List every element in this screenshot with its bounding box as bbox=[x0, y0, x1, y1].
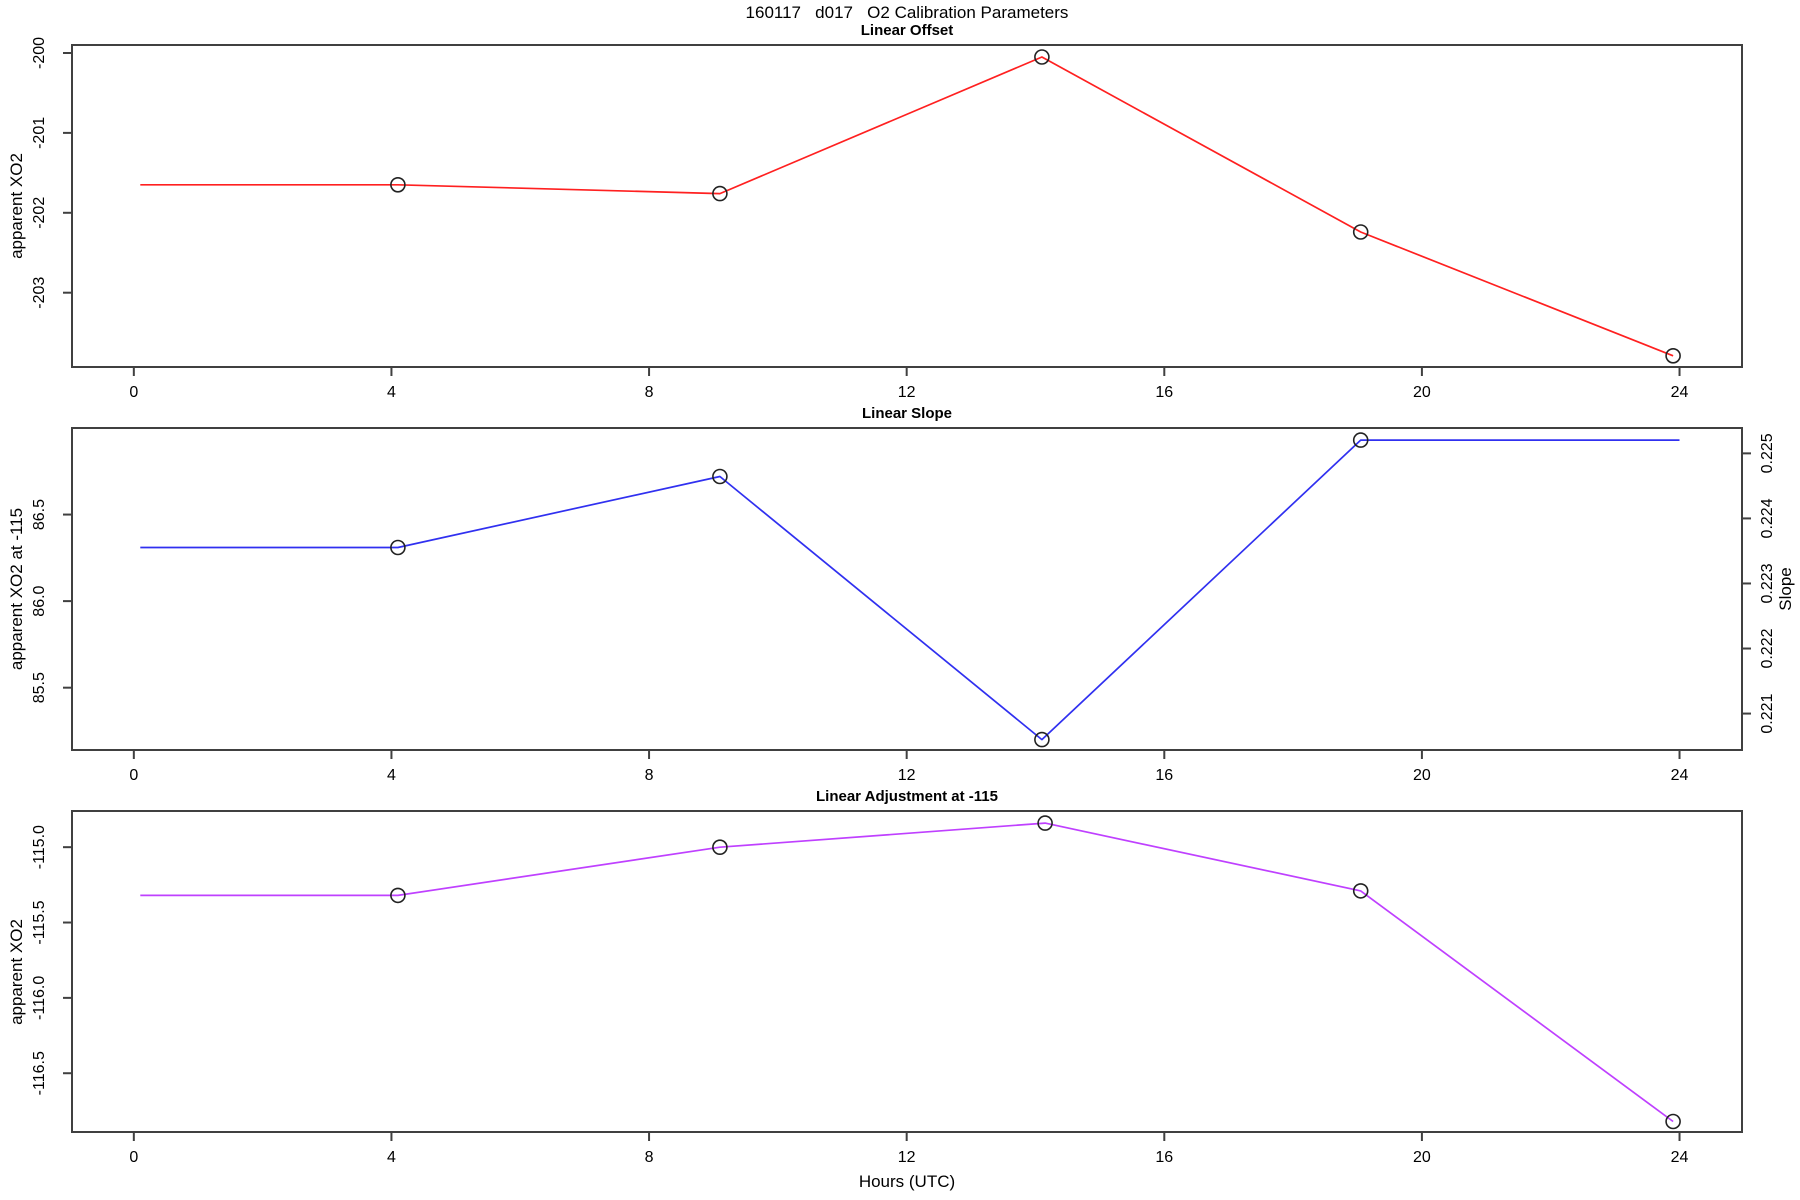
x-tick-label: 20 bbox=[1413, 384, 1431, 401]
y2-tick-label: 0.223 bbox=[1759, 563, 1776, 603]
y-tick-label: 86.0 bbox=[31, 585, 48, 616]
panel2-data-point bbox=[712, 468, 728, 485]
x-tick-label: 16 bbox=[1155, 767, 1173, 784]
x-tick-label: 4 bbox=[387, 1149, 396, 1166]
y-tick-label: -202 bbox=[31, 197, 48, 229]
panel1-data-point bbox=[1665, 347, 1681, 364]
x-tick-label: 0 bbox=[129, 384, 138, 401]
y-tick-label: -203 bbox=[31, 277, 48, 309]
x-tick-label: 12 bbox=[898, 384, 916, 401]
panel3-data-point bbox=[390, 887, 406, 904]
x-axis-label: Hours (UTC) bbox=[858, 1172, 956, 1191]
y-tick-label: -116.0 bbox=[31, 976, 48, 1020]
panel1-series-line bbox=[140, 56, 1674, 357]
x-tick-label: 0 bbox=[129, 767, 138, 784]
x-tick-label: 16 bbox=[1155, 384, 1173, 401]
panel3-data-point bbox=[1037, 815, 1053, 831]
panel1-plot-box bbox=[71, 44, 1743, 368]
panel3-data-point bbox=[712, 839, 728, 856]
y2-tick-label: 0.225 bbox=[1759, 433, 1776, 473]
y-tick-label: -115.0 bbox=[31, 825, 48, 869]
panel1-data-point bbox=[390, 177, 406, 193]
x-tick-label: 20 bbox=[1413, 1149, 1431, 1166]
x-tick-label: 4 bbox=[387, 384, 396, 401]
x-tick-label: 24 bbox=[1671, 1149, 1689, 1166]
panel3-plot-box bbox=[71, 810, 1743, 1133]
y-tick-label: 86.5 bbox=[31, 499, 48, 530]
x-tick-label: 4 bbox=[387, 767, 396, 784]
x-tick-label: 16 bbox=[1155, 1149, 1173, 1166]
y-tick-label: -115.5 bbox=[31, 900, 48, 944]
x-tick-label: 12 bbox=[898, 1149, 916, 1166]
panel3-series-line bbox=[140, 822, 1674, 1123]
panel3-data-point bbox=[1352, 883, 1369, 899]
panel2-data-point bbox=[1352, 432, 1369, 448]
panel2-data-point bbox=[1034, 731, 1050, 748]
panel1-data-point bbox=[1034, 49, 1050, 65]
x-tick-label: 12 bbox=[898, 767, 916, 784]
y-tick-label: 85.5 bbox=[31, 672, 48, 703]
panel2-plot-box bbox=[71, 427, 1743, 751]
x-tick-label: 0 bbox=[129, 1149, 138, 1166]
panel2-data-point bbox=[390, 539, 406, 556]
x-tick-label: 8 bbox=[645, 384, 654, 401]
y-tick-label: -201 bbox=[31, 117, 48, 149]
x-tick-label: 8 bbox=[645, 1149, 654, 1166]
y2-tick-label: 0.221 bbox=[1759, 693, 1776, 733]
x-tick-label: 24 bbox=[1671, 767, 1689, 784]
y-tick-label: -116.5 bbox=[31, 1051, 48, 1095]
x-tick-label: 8 bbox=[645, 767, 654, 784]
panel3-title: Linear Adjustment at -115 bbox=[816, 788, 998, 805]
panel3-data-point bbox=[1665, 1113, 1681, 1130]
panel1-data-point bbox=[712, 185, 728, 202]
panel1-title: Linear Offset bbox=[860, 22, 954, 39]
x-tick-label: 24 bbox=[1671, 384, 1689, 401]
y2-tick-label: 0.224 bbox=[1759, 498, 1776, 538]
panel1-data-point bbox=[1352, 224, 1369, 240]
x-tick-label: 20 bbox=[1413, 767, 1431, 784]
y-tick-label: -200 bbox=[31, 37, 48, 69]
y2-tick-label: 0.222 bbox=[1759, 628, 1776, 668]
panel2-title: Linear Slope bbox=[861, 405, 953, 422]
page-title: 160117 d017 O2 Calibration Parameters bbox=[745, 3, 1069, 22]
panel2-series-line bbox=[140, 439, 1680, 741]
